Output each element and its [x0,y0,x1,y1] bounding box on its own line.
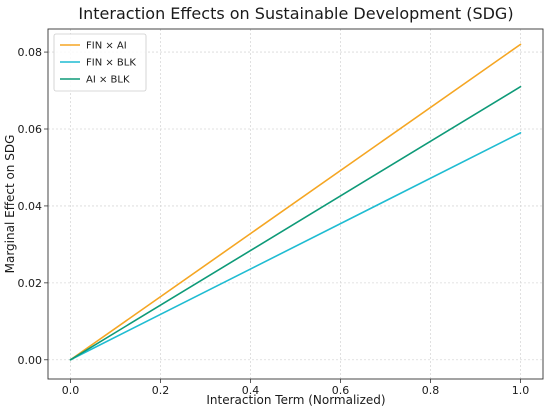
y-tick-label: 0.04 [18,200,43,213]
series-line-3 [69,85,522,361]
plot-area-frame [47,28,544,380]
x-tick-label: 0.4 [242,384,260,397]
grid-lines [48,29,543,379]
axis-ticks: 0.0 0.2 0.4 0.6 0.8 1.0 0.00 0.02 0.04 0.06 0.08 [18,46,530,397]
y-tick-label: 0.06 [18,123,43,136]
legend-label: FIN × AI [86,41,127,52]
y-axis-label: Marginal Effect on SDG [3,135,17,274]
legend-label: AI × BLK [86,75,130,86]
x-tick-label: 0.6 [332,384,350,397]
legend: FIN × AI FIN × BLK AI × BLK [53,33,147,92]
legend-box [53,33,147,92]
x-tick-label: 0.8 [422,384,440,397]
series-line-1 [69,43,522,361]
legend-label: FIN × BLK [86,58,136,69]
series-line-2 [69,132,522,361]
series-lines [69,43,522,361]
y-tick-label: 0.08 [18,46,43,59]
x-axis-label: Interaction Term (Normalized) [206,393,385,407]
x-tick-label: 0.0 [62,384,80,397]
x-tick-label: 1.0 [512,384,530,397]
x-tick-label: 0.2 [152,384,170,397]
y-tick-label: 0.02 [18,277,43,290]
chart-title: Interaction Effects on Sustainable Devel… [78,4,513,23]
y-tick-label: 0.00 [18,354,43,367]
